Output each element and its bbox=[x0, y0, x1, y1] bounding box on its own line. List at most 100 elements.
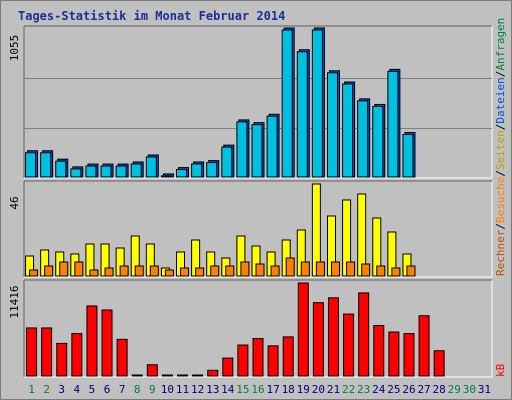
bar-anfragen-day-12 bbox=[191, 163, 203, 178]
bar-anfragen-day-23 bbox=[357, 100, 369, 178]
legend-item: / bbox=[494, 71, 507, 78]
bar-anfragen-day-20 bbox=[311, 29, 323, 178]
bar-kb-day-6 bbox=[101, 309, 113, 377]
bar-kb-day-16 bbox=[252, 338, 264, 377]
bar-kb-day-15 bbox=[237, 344, 249, 377]
y-max-label: 46 bbox=[8, 196, 21, 209]
x-tick-label-day-2: 2 bbox=[43, 383, 50, 396]
bar-kb-day-8 bbox=[131, 374, 143, 377]
bar-besuche-day-12 bbox=[195, 267, 205, 277]
bar-anfragen-day-11 bbox=[176, 169, 188, 178]
legend-text: Rechner/Besuche/Seiten/Dateien/Anfragen bbox=[494, 18, 507, 276]
x-tick-label-day-6: 6 bbox=[104, 383, 111, 396]
x-tick-label-day-31: 31 bbox=[478, 383, 491, 396]
bar-anfragen-day-1 bbox=[25, 152, 37, 178]
bar-besuche-day-26 bbox=[406, 265, 416, 277]
y-max-label: 1055 bbox=[8, 35, 21, 62]
bar-besuche-day-23 bbox=[361, 263, 371, 277]
bar-kb-day-10 bbox=[161, 374, 173, 377]
bar-kb-day-13 bbox=[207, 369, 219, 377]
bar-anfragen-day-22 bbox=[342, 83, 354, 178]
x-tick-label-day-26: 26 bbox=[402, 383, 415, 396]
bar-besuche-day-6 bbox=[104, 267, 114, 277]
bar-anfragen-day-13 bbox=[206, 162, 218, 178]
bar-besuche-day-7 bbox=[119, 265, 129, 277]
x-tick-label-day-8: 8 bbox=[134, 383, 141, 396]
x-tick-label-day-12: 12 bbox=[191, 383, 204, 396]
bar-anfragen-day-9 bbox=[145, 156, 157, 178]
x-tick-label-day-14: 14 bbox=[221, 383, 235, 396]
bar-kb-day-21 bbox=[327, 297, 339, 377]
x-tick-label-day-28: 28 bbox=[433, 383, 446, 396]
bar-anfragen-day-8 bbox=[130, 163, 142, 178]
bar-kb-day-14 bbox=[222, 357, 234, 377]
bar-besuche-day-18 bbox=[285, 257, 295, 277]
legend-item: Anfragen bbox=[494, 18, 507, 71]
bar-anfragen-day-10 bbox=[160, 175, 172, 178]
x-tick-label-day-11: 11 bbox=[176, 383, 189, 396]
x-tick-label-day-25: 25 bbox=[387, 383, 400, 396]
bar-kb-day-28 bbox=[433, 350, 445, 377]
bar-anfragen-day-7 bbox=[115, 165, 127, 178]
chart-title: Tages-Statistik im Monat Februar 2014 bbox=[18, 9, 285, 23]
bar-kb-day-27 bbox=[418, 315, 430, 377]
bar-anfragen-day-19 bbox=[296, 51, 308, 178]
bar-besuche-day-22 bbox=[346, 261, 356, 277]
legend-item: / bbox=[494, 170, 507, 177]
bar-kb-day-24 bbox=[373, 324, 385, 377]
x-axis-labels: 1 2 3 4 5 6 7 8 9 10 11 12 13 14 15 16 17 18 19 20 21 22 23 24 2… bbox=[28, 383, 491, 396]
bar-besuche-day-2 bbox=[44, 265, 54, 277]
bar-kb-day-1 bbox=[26, 327, 38, 377]
bar-besuche-day-16 bbox=[255, 263, 265, 277]
bar-besuche-day-24 bbox=[376, 265, 386, 277]
x-tick-label-day-13: 13 bbox=[206, 383, 219, 396]
x-tick-label-day-15: 15 bbox=[236, 383, 249, 396]
x-tick-label-day-21: 21 bbox=[327, 383, 340, 396]
bar-besuche-day-17 bbox=[270, 265, 280, 277]
legend-item: / bbox=[494, 124, 507, 131]
x-tick-label-day-27: 27 bbox=[417, 383, 430, 396]
legend-text: kB bbox=[494, 363, 507, 377]
bar-besuche-day-25 bbox=[391, 267, 401, 277]
bar-besuche-day-15 bbox=[240, 261, 250, 277]
bar-anfragen-day-2 bbox=[40, 152, 52, 178]
bar-kb-day-5 bbox=[86, 305, 98, 377]
bar-besuche-day-11 bbox=[180, 267, 190, 277]
legend-item: Dateien bbox=[494, 77, 507, 123]
bar-anfragen-day-18 bbox=[281, 29, 293, 178]
chart-panels: 1055 46 11416 bbox=[8, 25, 493, 378]
bar-kb-day-17 bbox=[267, 345, 279, 377]
x-tick-label-day-9: 9 bbox=[149, 383, 156, 396]
bar-kb-day-12 bbox=[192, 374, 204, 377]
bar-kb-day-25 bbox=[388, 331, 400, 377]
bar-besuche-day-14 bbox=[225, 265, 235, 277]
bar-besuche-day-20 bbox=[315, 261, 325, 277]
x-tick-label-day-30: 30 bbox=[463, 383, 476, 396]
bar-besuche-day-4 bbox=[74, 261, 84, 277]
bar-anfragen-day-4 bbox=[70, 168, 82, 178]
right-legend: kB Rechner/Besuche/Seiten/Dateien/Anfrage… bbox=[494, 18, 507, 377]
bar-anfragen-day-24 bbox=[372, 105, 384, 178]
x-tick-label-day-16: 16 bbox=[251, 383, 264, 396]
panel-middle: 46 bbox=[8, 180, 493, 278]
x-tick-label-day-17: 17 bbox=[266, 383, 279, 396]
y-max-label: 11416 bbox=[8, 285, 21, 318]
bar-kb-day-23 bbox=[358, 292, 370, 377]
bar-kb-day-26 bbox=[403, 333, 415, 377]
x-tick-label-day-24: 24 bbox=[372, 383, 386, 396]
bar-anfragen-day-17 bbox=[266, 115, 278, 178]
x-tick-label-day-4: 4 bbox=[74, 383, 81, 396]
bar-kb-day-19 bbox=[297, 282, 309, 377]
x-tick-label-day-3: 3 bbox=[58, 383, 65, 396]
bar-kb-day-11 bbox=[177, 374, 189, 377]
legend-item: / bbox=[494, 223, 507, 230]
bar-anfragen-day-25 bbox=[387, 70, 399, 178]
bar-besuche-day-21 bbox=[330, 261, 340, 277]
x-tick-label-day-29: 29 bbox=[448, 383, 461, 396]
bar-besuche-day-1 bbox=[29, 269, 39, 277]
x-tick-label-day-20: 20 bbox=[312, 383, 325, 396]
bar-kb-day-7 bbox=[116, 338, 128, 377]
bar-besuche-day-9 bbox=[149, 265, 159, 277]
bar-kb-day-18 bbox=[282, 336, 294, 377]
